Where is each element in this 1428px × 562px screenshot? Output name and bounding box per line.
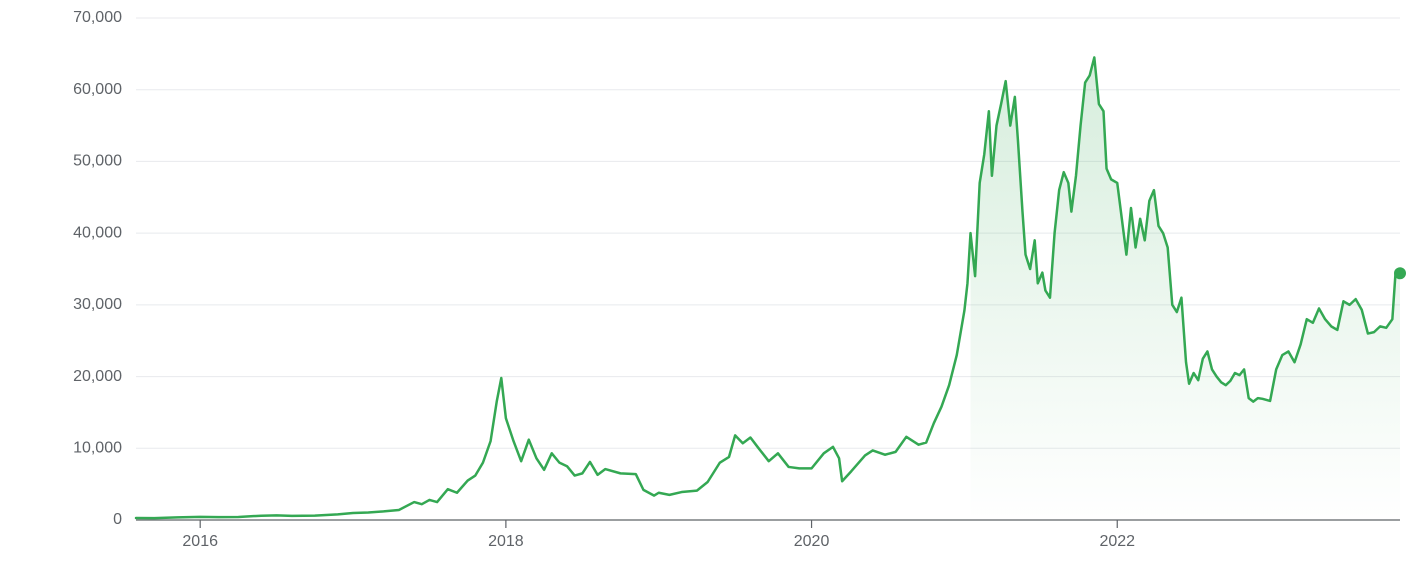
chart-svg: 0 10,000 20,000 30,000 40,000 50,000 60,000 70,… — [0, 0, 1428, 562]
series-area — [971, 57, 1400, 520]
x-tick-label: 2018 — [488, 533, 524, 550]
y-tick-label: 60,000 — [73, 81, 122, 98]
x-tick-label: 2020 — [794, 533, 830, 550]
y-tick-label: 0 — [113, 511, 122, 528]
series-end-dot — [1394, 267, 1406, 279]
y-tick-label: 40,000 — [73, 224, 122, 241]
y-tick-label: 10,000 — [73, 440, 122, 457]
y-tick-label: 20,000 — [73, 368, 122, 385]
x-tick-label: 2016 — [182, 533, 218, 550]
y-tick-label: 50,000 — [73, 153, 122, 170]
y-tick-label: 30,000 — [73, 296, 122, 313]
y-tick-label: 70,000 — [73, 9, 122, 26]
x-tick-label: 2022 — [1099, 533, 1135, 550]
price-chart: 0 10,000 20,000 30,000 40,000 50,000 60,000 70,… — [0, 0, 1428, 562]
